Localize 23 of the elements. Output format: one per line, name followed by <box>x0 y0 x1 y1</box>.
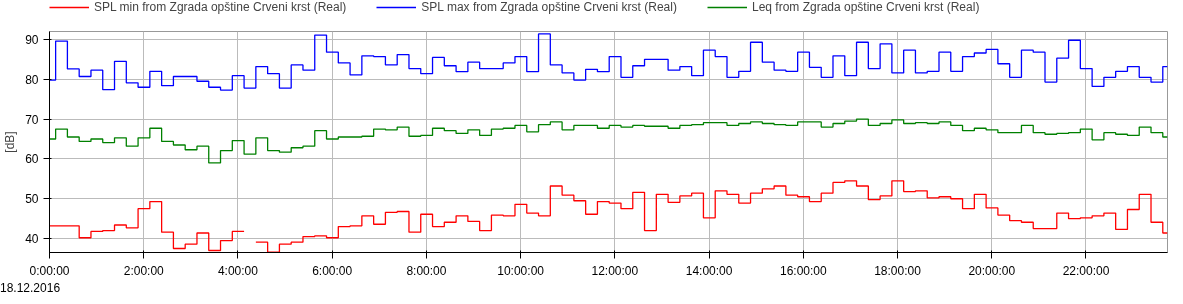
x-tick-label: 12:00:00 <box>591 263 639 278</box>
y-tick-label: 90 <box>25 32 39 47</box>
legend-label: SPL max from Zgrada opštine Crveni krst (Real) <box>421 0 677 14</box>
x-tick-label: 2:00:00 <box>123 263 165 278</box>
x-tick-label: 14:00:00 <box>685 263 733 278</box>
y-tick-label: 50 <box>25 192 39 207</box>
x-tick-label: 10:00:00 <box>497 263 545 278</box>
text: 18.12.2016 <box>0 280 61 297</box>
x-tick-label: 16:00:00 <box>779 263 827 278</box>
x-tick-label: 20:00:00 <box>968 263 1016 278</box>
x-tick-label: 0:00:00 <box>29 263 70 278</box>
x-tick-label: 22:00:00 <box>1062 263 1110 278</box>
x-tick-label: 8:00:00 <box>406 263 447 278</box>
y-tick-label: 70 <box>25 112 39 127</box>
legend-label: Leq from Zgrada opštine Crveni krst (Real) <box>751 0 980 14</box>
y-axis-title: [dB] <box>3 131 18 153</box>
y-tick-label: 60 <box>25 152 39 167</box>
x-tick-label: 18:00:00 <box>874 263 922 278</box>
y-tick-label: 40 <box>25 232 39 247</box>
legend-label: SPL min from Zgrada opštine Crveni krst (Real) <box>94 0 347 14</box>
x-tick-label: 6:00:00 <box>312 263 353 278</box>
y-tick-label: 80 <box>25 72 39 87</box>
x-tick-label: 4:00:00 <box>217 263 259 278</box>
